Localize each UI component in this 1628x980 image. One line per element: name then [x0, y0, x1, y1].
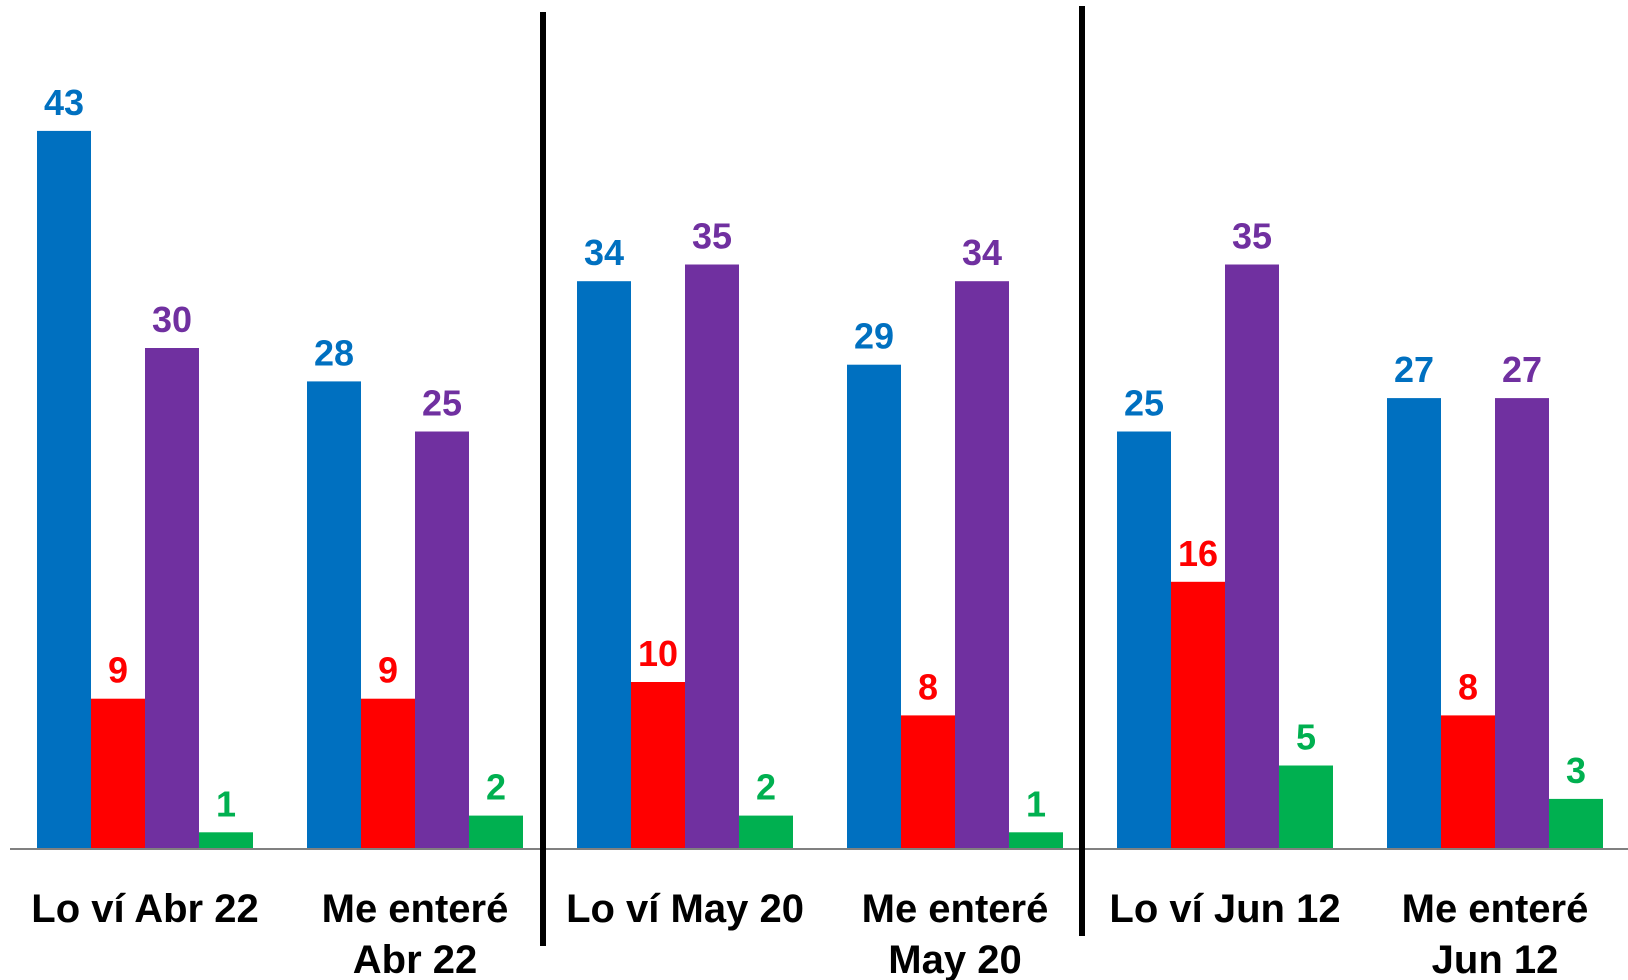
data-label-series-1-category-3: 8 [918, 666, 938, 707]
data-label-series-2-category-0: 30 [152, 299, 192, 340]
bar-series-2-category-0 [145, 348, 199, 849]
bar-series-2-category-5 [1495, 398, 1549, 849]
data-label-series-1-category-0: 9 [108, 650, 128, 691]
category-labels-layer: Lo ví Abr 22 Me enteré Abr 22 Lo ví May 20 M… [31, 887, 1588, 980]
bar-series-3-category-5 [1549, 798, 1603, 849]
bar-series-3-category-1 [469, 815, 523, 849]
data-label-series-3-category-2: 2 [756, 767, 776, 808]
category-label-3-line-1: May 20 [888, 938, 1021, 980]
category-label-2-line-0: Lo ví May 20 [566, 887, 804, 931]
bar-series-1-category-1 [361, 698, 415, 849]
bar-series-0-category-1 [307, 381, 361, 849]
category-label-3-line-0: Me enteré [862, 887, 1049, 931]
bar-series-0-category-5 [1387, 398, 1441, 849]
bar-series-0-category-4 [1117, 431, 1171, 849]
data-label-series-0-category-5: 27 [1394, 349, 1434, 390]
bar-series-3-category-0 [199, 832, 253, 849]
category-label-4-line-0: Lo ví Jun 12 [1109, 887, 1340, 931]
bar-series-3-category-3 [1009, 832, 1063, 849]
bar-series-1-category-2 [631, 682, 685, 849]
data-label-series-2-category-3: 34 [962, 232, 1002, 273]
data-label-series-1-category-1: 9 [378, 650, 398, 691]
bar-series-1-category-5 [1441, 715, 1495, 849]
category-label-5-line-0: Me enteré [1402, 887, 1589, 931]
bar-series-3-category-4 [1279, 765, 1333, 849]
data-label-series-0-category-2: 34 [584, 232, 624, 273]
bars-layer [37, 130, 1603, 849]
data-label-series-3-category-3: 1 [1026, 783, 1046, 824]
value-labels-layer: 43 9 30 1 28 9 25 2 34 10 35 2 29 8 34 1 25 16 35 5 27 8 27 3 [44, 82, 1586, 824]
bar-series-1-category-4 [1171, 581, 1225, 849]
category-label-1-line-1: Abr 22 [353, 938, 478, 980]
bar-series-0-category-3 [847, 364, 901, 849]
data-label-series-3-category-4: 5 [1296, 717, 1316, 758]
data-label-series-1-category-5: 8 [1458, 666, 1478, 707]
category-label-1-line-0: Me enteré [322, 887, 509, 931]
data-label-series-2-category-1: 25 [422, 383, 462, 424]
data-label-series-3-category-1: 2 [486, 767, 506, 808]
data-label-series-0-category-3: 29 [854, 316, 894, 357]
separators-layer [540, 6, 1085, 946]
data-label-series-0-category-4: 25 [1124, 383, 1164, 424]
category-label-5-line-1: Jun 12 [1432, 938, 1559, 980]
data-label-series-0-category-0: 43 [44, 82, 84, 123]
data-label-series-2-category-2: 35 [692, 216, 732, 257]
bar-series-3-category-2 [739, 815, 793, 849]
data-label-series-1-category-4: 16 [1178, 533, 1218, 574]
bar-series-2-category-4 [1225, 264, 1279, 849]
bar-series-0-category-2 [577, 281, 631, 849]
data-label-series-3-category-5: 3 [1566, 750, 1586, 791]
data-label-series-2-category-5: 27 [1502, 349, 1542, 390]
data-label-series-1-category-2: 10 [638, 633, 678, 674]
bar-series-2-category-2 [685, 264, 739, 849]
data-label-series-0-category-1: 28 [314, 332, 354, 373]
bar-series-2-category-3 [955, 281, 1009, 849]
bar-series-2-category-1 [415, 431, 469, 849]
data-label-series-2-category-4: 35 [1232, 216, 1272, 257]
data-label-series-3-category-0: 1 [216, 783, 236, 824]
bar-series-1-category-3 [901, 715, 955, 849]
bar-series-1-category-0 [91, 698, 145, 849]
bar-series-0-category-0 [37, 130, 91, 849]
category-label-0-line-0: Lo ví Abr 22 [31, 887, 258, 931]
